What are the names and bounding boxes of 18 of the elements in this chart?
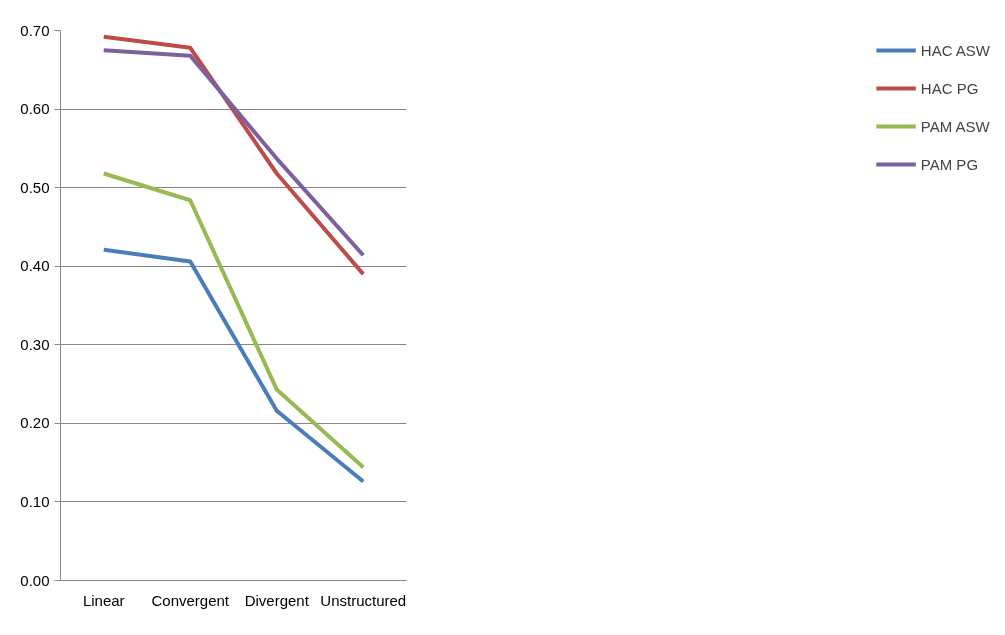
y-tick-label: 0.10 [20,492,50,510]
y-tick-label: 0.50 [20,178,50,196]
y-tick-label: 0.30 [20,335,50,353]
y-tick-label: 0.20 [20,414,50,432]
y-tick-label: 0.40 [20,257,50,275]
x-tick-label: Convergent [151,591,230,609]
x-tick-label: Divergent [244,591,310,609]
x-tick-label: Unstructured [320,591,407,609]
line-series [101,247,366,484]
legend-label: HAC ASW [920,41,990,59]
legend-label: HAC PG [920,79,979,97]
x-tick-label: Linear [82,591,125,609]
y-tick-label: 0.70 [20,21,50,39]
legend-label: PAM ASW [920,117,990,135]
y-tick-label: 0.60 [20,100,50,118]
y-tick-label: 0.00 [20,571,50,589]
legend-label: PAM PG [920,155,979,173]
line-series [101,171,366,470]
